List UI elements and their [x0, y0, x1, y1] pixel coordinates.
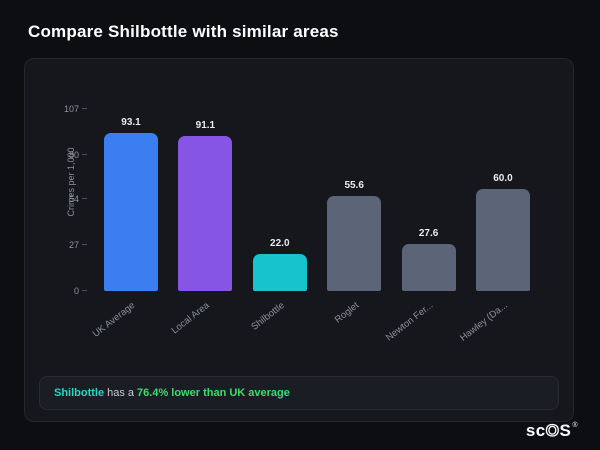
bar-value-label: 60.0 [493, 172, 513, 184]
y-tick-label: 27 [68, 240, 79, 251]
y-tick-label: 107 [63, 104, 79, 114]
logo-prefix: sc [525, 421, 546, 440]
x-tick-label: Newton Fer... [384, 300, 436, 344]
bar-value-label: 55.6 [344, 180, 364, 192]
bar-value-label: 93.1 [121, 116, 141, 128]
scos-logo: sc O S ® [525, 420, 578, 441]
note-area-name: Shilbottle [54, 387, 105, 399]
bar-column: 55.6 Roglet [326, 109, 382, 326]
bar-column: 91.1 Local Area [170, 109, 233, 336]
bar-row: 93.1 UK Average 91.1 Local Area 22.0 Shilbott… [91, 109, 543, 344]
page-title: Compare Shilbottle with similar areas [28, 22, 339, 41]
bar-value-label: 27.6 [418, 228, 439, 240]
bar[interactable] [327, 196, 382, 291]
note-middle-text: has a [107, 387, 135, 399]
plot-area: 0 27 54 80 107 93.1 UK Average 91.1 Local Area 22… [64, 104, 543, 344]
x-tick-label: Shilbottle [248, 300, 287, 333]
y-tick-mark [82, 244, 87, 246]
bar[interactable] [401, 244, 456, 291]
x-tick-label: Hawley (Da... [458, 300, 510, 344]
y-tick-mark [82, 290, 87, 291]
bar[interactable] [475, 188, 530, 291]
bar-value-label: 22.0 [270, 237, 290, 249]
bar-column: 93.1 UK Average [91, 109, 159, 340]
logo-suffix: S [559, 421, 572, 440]
bar[interactable] [104, 132, 158, 291]
bar[interactable] [252, 253, 307, 291]
y-tick-label: 54 [68, 194, 79, 205]
y-tick-label: 0 [73, 286, 79, 296]
bar-column: 27.6 Newton Fer... [384, 109, 457, 343]
x-tick-label: UK Average [91, 300, 138, 340]
y-tick-mark [82, 108, 87, 109]
bar[interactable] [178, 136, 233, 291]
y-axis-label: Crimes per 1,000 [66, 147, 76, 217]
y-tick-mark [82, 153, 87, 155]
comparison-note: Shilbottle has a 76.4% lower than UK ave… [39, 376, 559, 410]
bar-column: 60.0 Hawley (Da... [458, 109, 531, 344]
logo-o: O [545, 420, 560, 440]
note-highlight-text: 76.4% lower than UK average [137, 387, 290, 399]
x-tick-label: Roglet [332, 300, 361, 326]
y-tick-mark [82, 198, 87, 200]
x-tick-label: Local Area [170, 300, 213, 337]
chart-card: Crimes per 1,000 0 27 54 80 107 93.1 UK Averag… [24, 58, 574, 422]
registered-mark-icon: ® [572, 422, 578, 429]
bar-column: 22.0 Shilbottle [249, 109, 308, 333]
y-tick-label: 80 [68, 149, 79, 160]
bar-value-label: 91.1 [195, 120, 216, 132]
